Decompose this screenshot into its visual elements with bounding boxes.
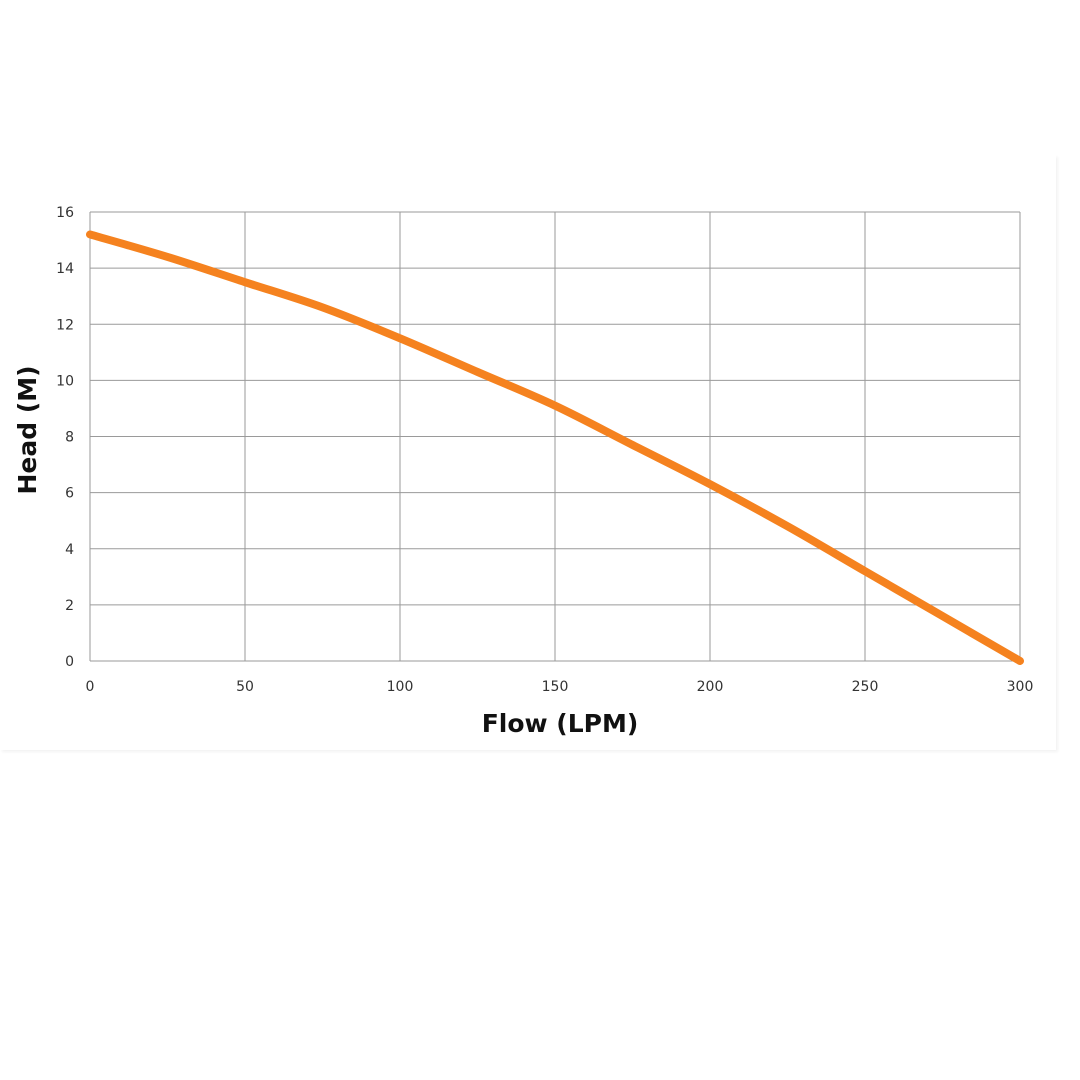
y-tick-labels: 0 2 4 6 8 10 12 14 16 [56,205,74,670]
y-tick-label: 16 [56,205,74,221]
x-tick-label: 100 [387,679,414,695]
curve-layer [86,230,1024,665]
x-tick-labels: 0 50 100 150 200 250 300 [86,679,1034,695]
x-tick-label: 0 [86,679,95,695]
y-tick-label: 0 [65,654,74,670]
x-tick-label: 50 [236,679,254,695]
x-tick-label: 250 [852,679,879,695]
x-tick-label: 150 [542,679,569,695]
chart-panel [0,155,1056,750]
x-tick-label: 300 [1007,679,1034,695]
y-tick-label: 14 [56,261,74,277]
y-tick-label: 12 [56,317,74,333]
pump-curve-line [86,230,1024,665]
y-tick-label: 2 [65,598,74,614]
x-axis-title: Flow (LPM) [482,709,639,738]
grid-lines [89,211,1021,662]
y-tick-label: 4 [65,542,74,558]
y-tick-label: 6 [65,486,74,502]
y-tick-label: 10 [56,373,74,389]
y-tick-label: 8 [65,430,74,446]
x-tick-label: 200 [697,679,724,695]
y-axis-title: Head (M) [13,365,42,494]
